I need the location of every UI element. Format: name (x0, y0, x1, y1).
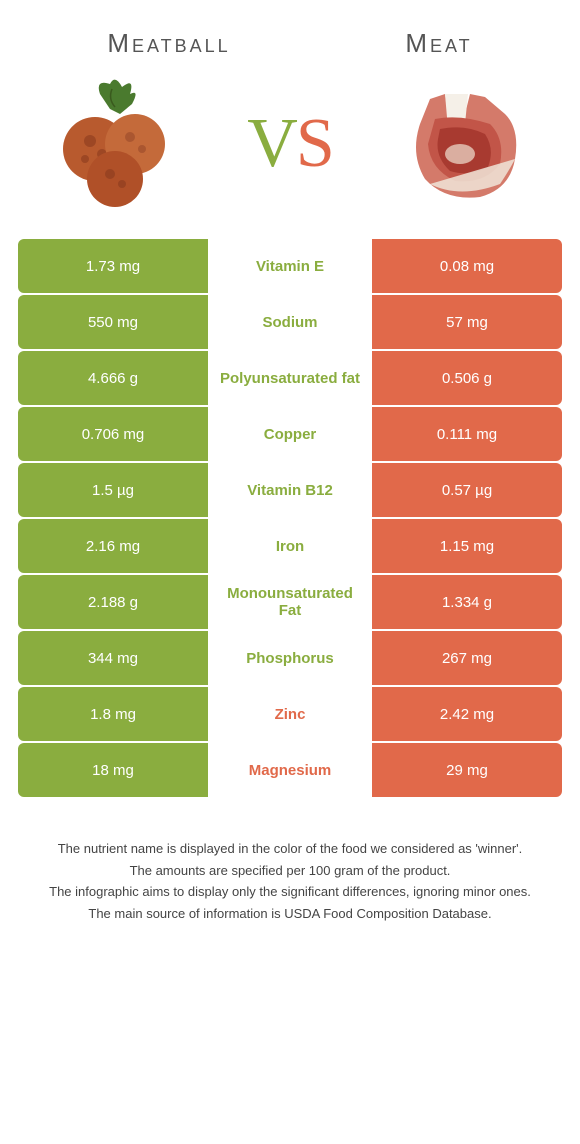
footer-line-4: The main source of information is USDA F… (20, 904, 560, 924)
footer-line-3: The infographic aims to display only the… (20, 882, 560, 902)
nutrient-row: 2.188 gMonounsaturated Fat1.334 g (18, 575, 562, 629)
footer-line-2: The amounts are specified per 100 gram o… (20, 861, 560, 881)
vs-s-letter: S (296, 105, 333, 182)
left-value-cell: 550 mg (18, 295, 208, 349)
left-value-cell: 2.16 mg (18, 519, 208, 573)
left-value-cell: 0.706 mg (18, 407, 208, 461)
left-food-title: Meatball (107, 28, 230, 59)
nutrient-label: Vitamin B12 (208, 463, 372, 517)
left-value-cell: 1.73 mg (18, 239, 208, 293)
nutrient-row: 1.73 mgVitamin E0.08 mg (18, 239, 562, 293)
right-value-cell: 0.57 µg (372, 463, 562, 517)
nutrient-row: 1.8 mgZinc2.42 mg (18, 687, 562, 741)
nutrient-row: 344 mgPhosphorus267 mg (18, 631, 562, 685)
right-value-cell: 0.08 mg (372, 239, 562, 293)
nutrient-row: 4.666 gPolyunsaturated fat0.506 g (18, 351, 562, 405)
right-food-title: Meat (405, 28, 472, 59)
meat-image (390, 69, 540, 219)
left-value-cell: 344 mg (18, 631, 208, 685)
nutrient-row: 1.5 µgVitamin B120.57 µg (18, 463, 562, 517)
nutrient-row: 550 mgSodium57 mg (18, 295, 562, 349)
nutrient-row: 2.16 mgIron1.15 mg (18, 519, 562, 573)
right-value-cell: 29 mg (372, 743, 562, 797)
left-value-cell: 18 mg (18, 743, 208, 797)
left-value-cell: 4.666 g (18, 351, 208, 405)
right-value-cell: 57 mg (372, 295, 562, 349)
vs-v-letter: V (247, 105, 296, 182)
nutrient-label: Phosphorus (208, 631, 372, 685)
nutrient-row: 0.706 mgCopper0.111 mg (18, 407, 562, 461)
meatball-image (40, 69, 190, 219)
right-value-cell: 2.42 mg (372, 687, 562, 741)
footer-line-1: The nutrient name is displayed in the co… (20, 839, 560, 859)
nutrient-label: Monounsaturated Fat (208, 575, 372, 629)
nutrient-label: Magnesium (208, 743, 372, 797)
left-value-cell: 1.8 mg (18, 687, 208, 741)
nutrient-label: Copper (208, 407, 372, 461)
right-value-cell: 267 mg (372, 631, 562, 685)
vs-label: VS (247, 104, 333, 184)
right-value-cell: 1.334 g (372, 575, 562, 629)
right-value-cell: 0.506 g (372, 351, 562, 405)
left-value-cell: 1.5 µg (18, 463, 208, 517)
left-value-cell: 2.188 g (18, 575, 208, 629)
nutrient-table: 1.73 mgVitamin E0.08 mg550 mgSodium57 mg… (0, 239, 580, 797)
nutrient-label: Zinc (208, 687, 372, 741)
nutrient-row: 18 mgMagnesium29 mg (18, 743, 562, 797)
nutrient-label: Sodium (208, 295, 372, 349)
header-row: Meatball Meat (0, 0, 580, 69)
right-value-cell: 0.111 mg (372, 407, 562, 461)
right-value-cell: 1.15 mg (372, 519, 562, 573)
images-row: VS (0, 69, 580, 239)
nutrient-label: Iron (208, 519, 372, 573)
nutrient-label: Polyunsaturated fat (208, 351, 372, 405)
nutrient-label: Vitamin E (208, 239, 372, 293)
footer-notes: The nutrient name is displayed in the co… (0, 799, 580, 955)
